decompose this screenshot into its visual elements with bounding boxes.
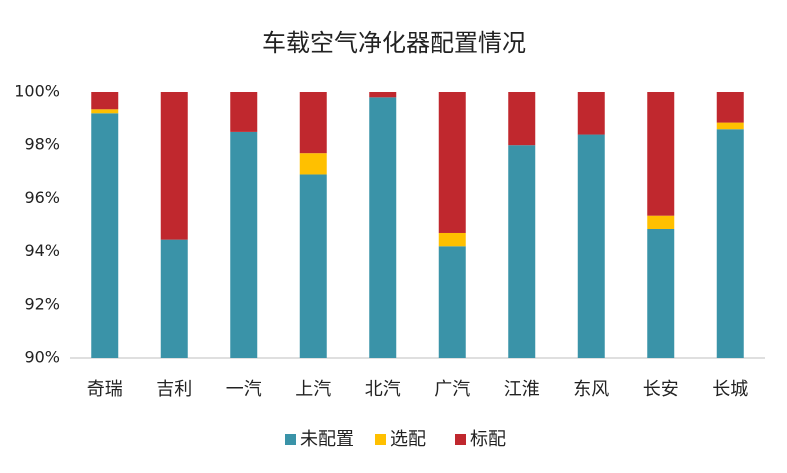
bar-segment — [299, 153, 327, 175]
x-tick-label: 奇瑞 — [87, 379, 123, 400]
bar-segment — [299, 174, 327, 358]
bar-segment — [91, 113, 119, 358]
y-tick-label: 90% — [24, 348, 60, 367]
x-tick-label: 长城 — [712, 379, 748, 400]
legend-swatch — [375, 434, 386, 445]
x-tick-label: 北汽 — [365, 379, 401, 400]
bar-segment — [577, 92, 605, 135]
bar-segment — [577, 134, 605, 358]
y-tick-label: 92% — [24, 294, 60, 313]
bar-segment — [91, 92, 119, 110]
x-tick-label: 江淮 — [504, 379, 540, 400]
x-tick-label: 东风 — [573, 379, 609, 400]
bar-segment — [369, 97, 397, 358]
y-tick-label: 94% — [24, 241, 60, 260]
bar-segment — [438, 92, 466, 233]
legend-swatch — [285, 434, 296, 445]
chart-title: 车载空气净化器配置情况 — [262, 29, 526, 57]
bar-segment — [647, 92, 675, 216]
y-tick-label: 100% — [14, 82, 60, 101]
bar-segment — [299, 92, 327, 154]
y-tick-label: 96% — [24, 188, 60, 207]
x-tick-label: 一汽 — [226, 379, 262, 400]
legend-label: 标配 — [470, 429, 506, 450]
bar-segment — [438, 232, 466, 247]
bar-segment — [160, 92, 188, 240]
x-tick-label: 长安 — [643, 379, 679, 400]
x-tick-label: 吉利 — [156, 379, 192, 400]
bar-segment — [508, 145, 536, 358]
bar-segment — [230, 92, 258, 132]
bar-segment — [647, 215, 675, 229]
legend-label: 选配 — [390, 429, 426, 450]
bar-segment — [716, 129, 744, 358]
bar-segment — [716, 92, 744, 123]
bar-segment — [91, 109, 119, 114]
bar-segment — [647, 228, 675, 358]
legend-swatch — [455, 434, 466, 445]
bar-segment — [369, 92, 397, 98]
x-tick-label: 上汽 — [295, 379, 331, 400]
x-tick-label: 广汽 — [434, 379, 470, 400]
bar-segment — [438, 246, 466, 358]
bar-segment — [230, 131, 258, 358]
y-tick-label: 98% — [24, 135, 60, 154]
bar-segment — [716, 122, 744, 130]
legend-label: 未配置 — [300, 429, 354, 450]
bar-segment — [508, 92, 536, 146]
bar-segment — [160, 239, 188, 358]
